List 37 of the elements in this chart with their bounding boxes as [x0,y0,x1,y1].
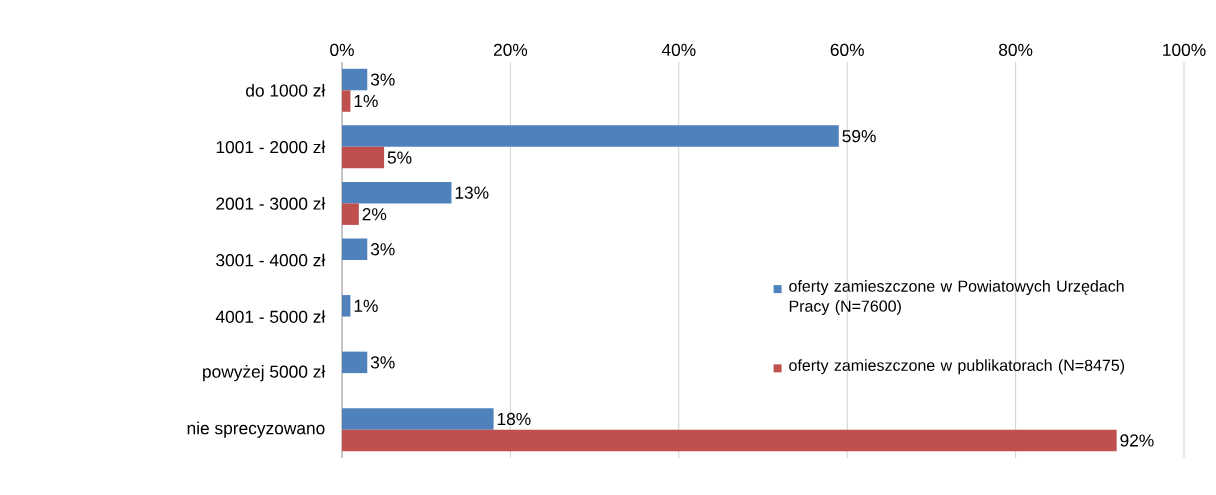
legend-label: oferty zamieszczone w Powiatowych Urzędach Pracy (N=7600) [789,280,1124,315]
legend-label: oferty zamieszczone w publikatorach (N=8475) [789,359,1125,375]
bar [342,181,452,204]
bar [342,238,368,260]
bar [342,351,368,374]
y-tick-label: do 1000 zł [246,83,326,97]
y-tick-label: 2001 - 3000 zł [216,197,326,210]
bar [342,125,839,147]
y-tick-label: nie sprecyzowano [187,421,325,438]
y-tick-label: powyżej 5000 zł [203,365,326,382]
data-label: 3% [370,356,395,369]
data-label: 2% [362,208,387,221]
y-tick-label: 1001 - 2000 zł [216,140,326,154]
x-tick-label: 0% [330,43,354,56]
data-label: 1% [354,299,378,312]
bar [342,68,368,91]
data-label: 13% [455,186,489,199]
data-label: 3% [370,73,395,86]
data-label: 5% [387,151,412,164]
bar [342,295,351,317]
bar [342,408,494,430]
data-label: 3% [370,243,395,256]
bar [342,429,1117,452]
x-tick-label: 80% [999,43,1033,56]
bar [342,203,359,225]
data-label: 59% [842,129,876,143]
y-tick-label: 4001 - 5000 zł [215,310,326,323]
x-tick-label: 20% [493,43,528,56]
bar [342,146,385,169]
data-label: 92% [1120,434,1154,447]
x-tick-label: 40% [661,43,696,56]
y-tick-label: 3001 - 4000 zł [216,253,326,267]
bar [342,90,351,112]
data-label: 1% [354,94,378,108]
x-tick-label: 60% [830,43,864,56]
x-tick-label: 100% [1163,43,1206,56]
data-label: 18% [497,412,531,426]
